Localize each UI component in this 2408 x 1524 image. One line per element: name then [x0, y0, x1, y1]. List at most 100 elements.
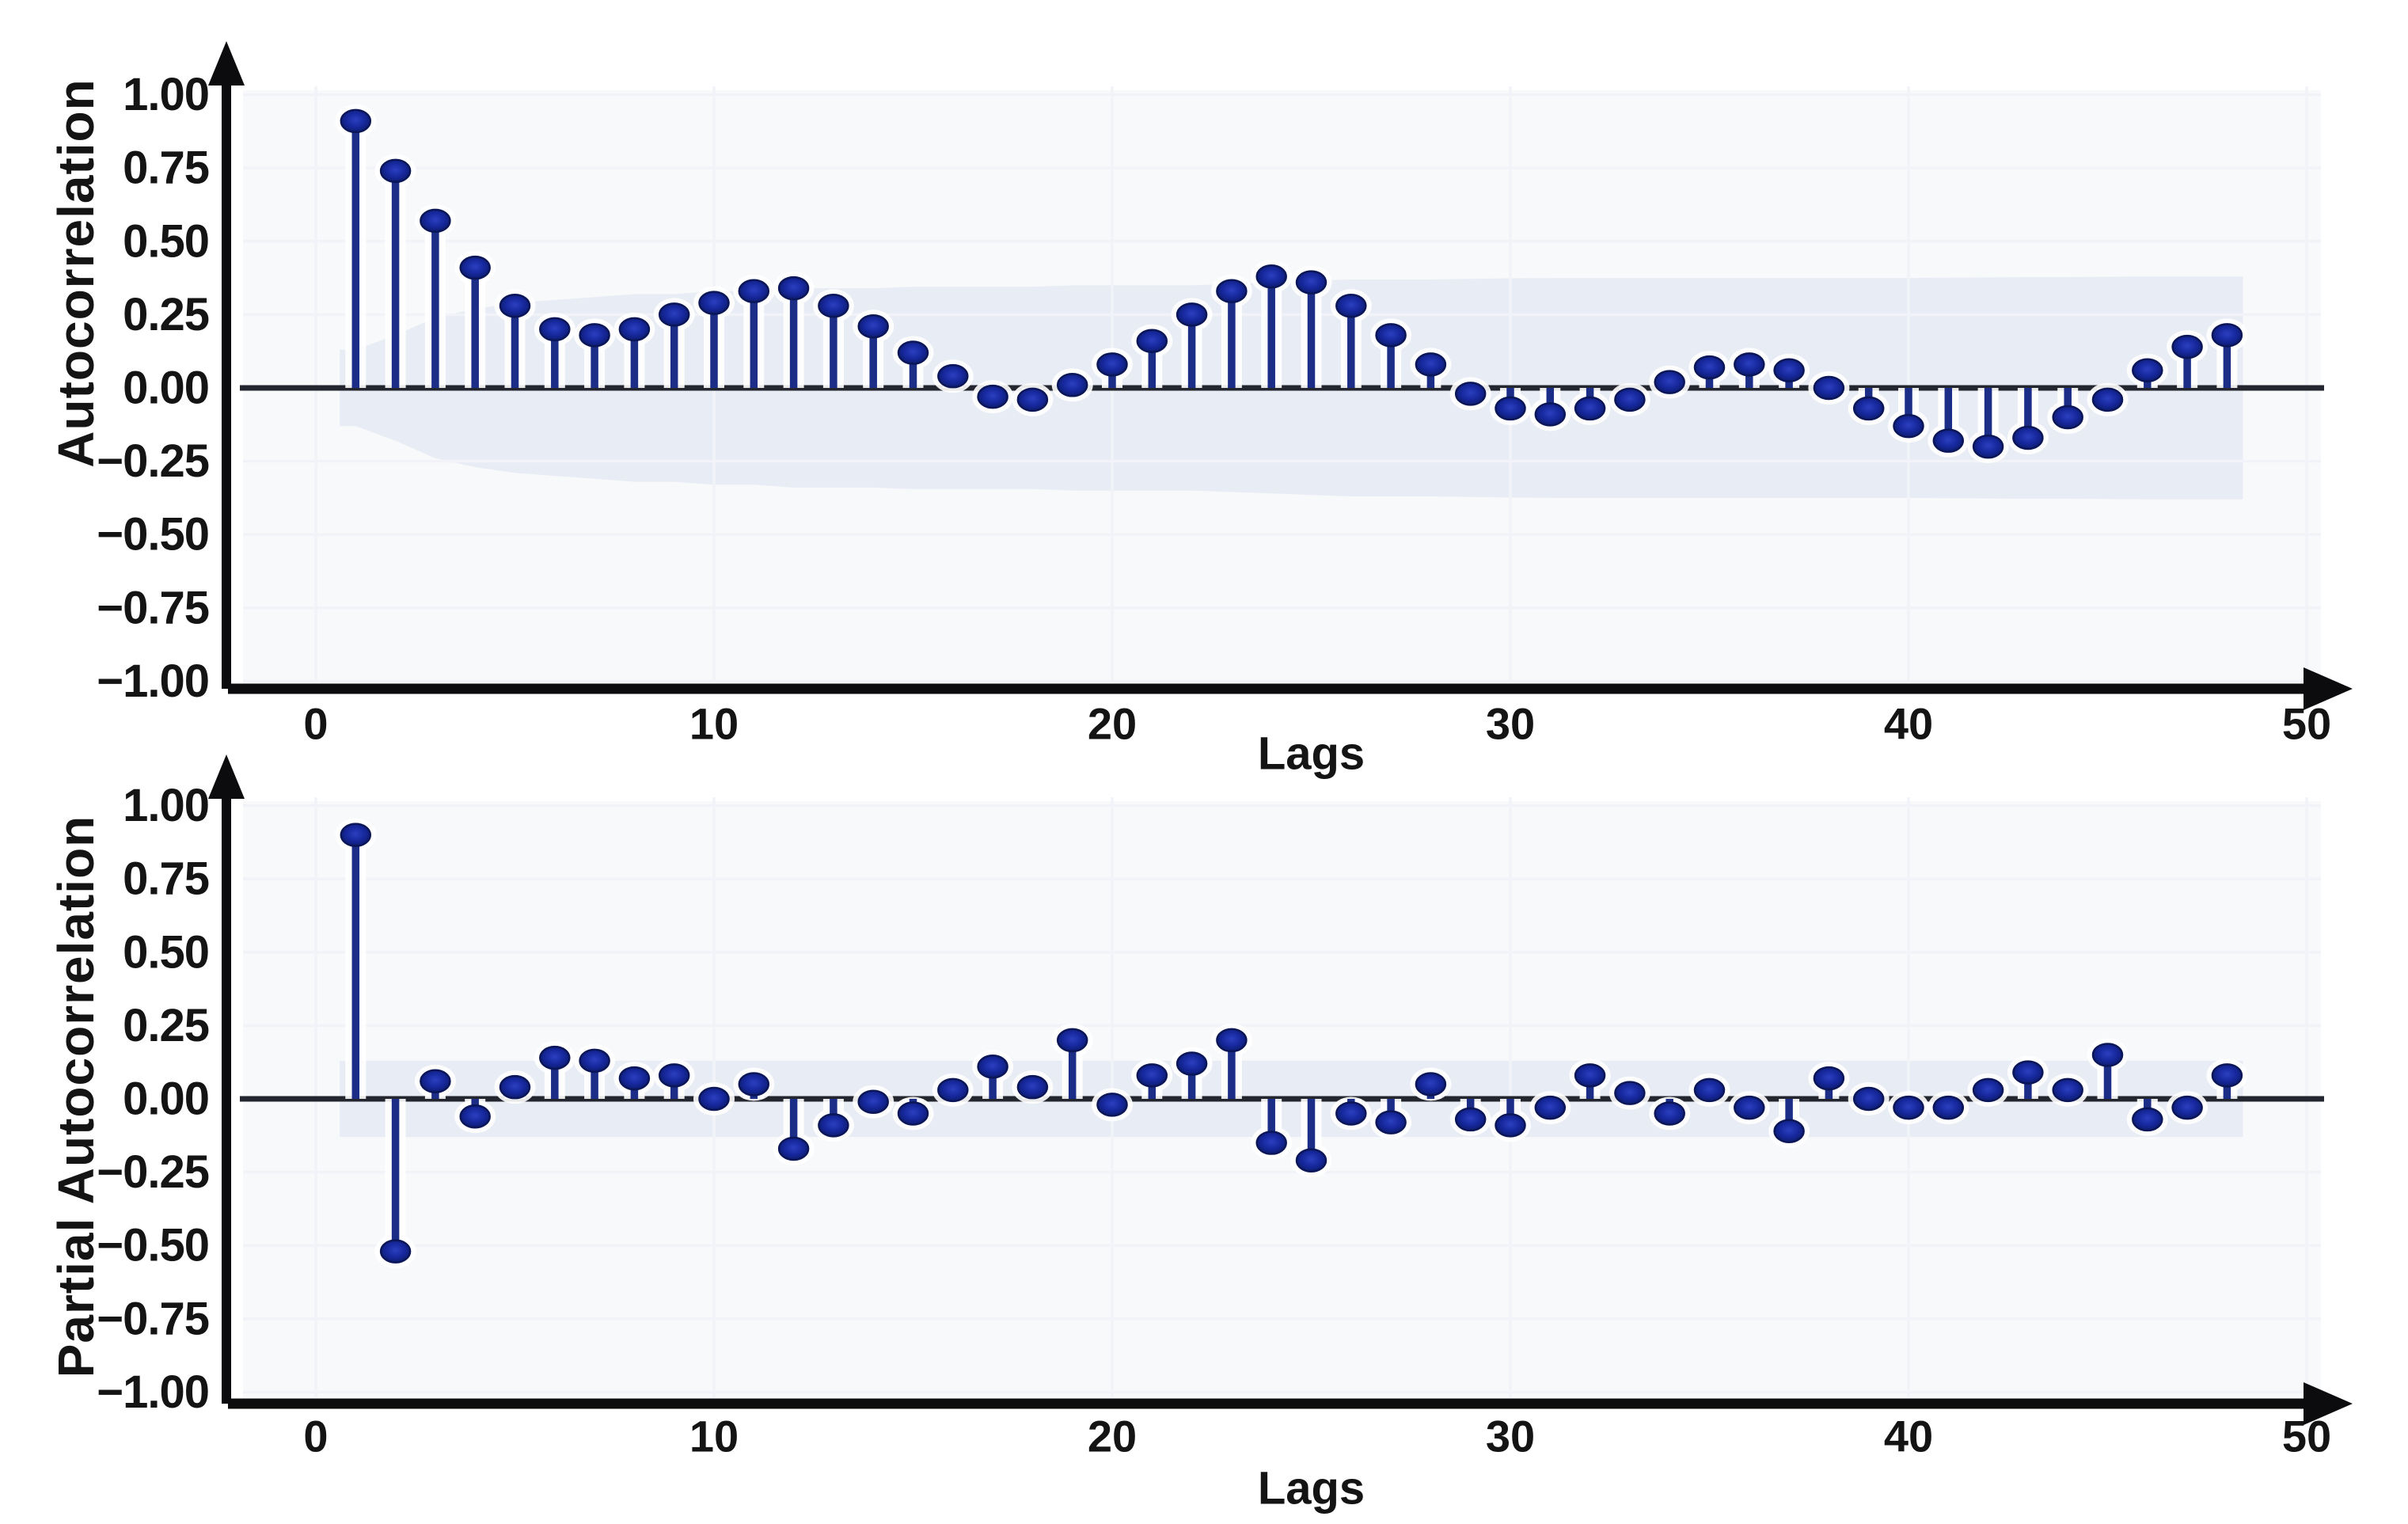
dot-lag-9: [658, 1063, 690, 1088]
dot-lag-48: [2211, 323, 2243, 348]
dot-lag-15: [897, 1101, 929, 1126]
dot-lag-8: [618, 317, 651, 342]
x-axis-title: Lags: [1258, 728, 1365, 780]
y-axis-arrowhead: [208, 41, 245, 86]
x-tick-label: 40: [1884, 699, 1933, 749]
dot-lag-46: [2132, 1107, 2163, 1132]
y-tick-label: −0.25: [97, 1146, 209, 1198]
y-tick-label: 0.50: [123, 215, 209, 267]
y-tick-label: −0.50: [97, 509, 209, 561]
dot-lag-46: [2132, 358, 2163, 383]
dot-lag-29: [1454, 382, 1487, 406]
dot-lag-13: [818, 1113, 849, 1138]
dot-lag-2: [379, 158, 412, 184]
acf-chart: 1.00 0.75 0.50 0.25 0.00 −0.25 −0.50 −0.75 −1.00…: [47, 41, 2353, 780]
dot-lag-18: [1016, 1074, 1049, 1100]
dot-lag-32: [1574, 1063, 1606, 1088]
dot-lag-4: [459, 255, 491, 280]
dot-lag-26: [1335, 1101, 1367, 1126]
dot-lag-33: [1614, 387, 1646, 412]
dot-lag-17: [977, 384, 1008, 409]
dot-lag-43: [2012, 1060, 2044, 1085]
dot-lag-20: [1096, 352, 1128, 377]
dot-lag-27: [1375, 323, 1407, 348]
dot-lag-8: [618, 1066, 651, 1091]
dot-lag-24: [1255, 1131, 1287, 1155]
y-tick-label: 0.00: [123, 363, 209, 414]
dot-lag-7: [579, 1048, 610, 1074]
dot-lag-31: [1534, 402, 1567, 427]
dot-lag-35: [1693, 1077, 1726, 1103]
y-axis-arrowhead: [208, 754, 245, 799]
dot-lag-3: [420, 208, 451, 234]
dot-lag-48: [2211, 1063, 2243, 1088]
dot-lag-27: [1375, 1110, 1407, 1134]
dot-lag-13: [818, 294, 849, 318]
dot-lag-18: [1016, 387, 1049, 412]
dot-lag-21: [1136, 1063, 1168, 1088]
y-tick-label: 0.50: [123, 926, 209, 978]
x-axis-arrowhead: [2304, 667, 2353, 710]
dot-lag-30: [1495, 396, 1526, 421]
y-tick-label: −1.00: [97, 1366, 209, 1418]
y-axis-line: [222, 794, 231, 1404]
y-tick-label: −0.75: [97, 582, 209, 633]
dot-lag-20: [1096, 1093, 1128, 1117]
dot-lag-29: [1454, 1107, 1487, 1132]
dot-lag-10: [698, 291, 730, 315]
dot-lag-2: [379, 1239, 412, 1264]
dot-lag-38: [1813, 375, 1845, 401]
dot-lag-16: [937, 1077, 969, 1103]
dot-lag-11: [738, 1072, 770, 1096]
dot-lag-9: [658, 302, 690, 327]
dot-lag-44: [2052, 405, 2083, 430]
y-tick-label: 0.75: [123, 853, 209, 905]
y-tick-label: 1.00: [123, 780, 209, 831]
dot-lag-1: [340, 108, 372, 134]
y-tick-label: 0.00: [123, 1074, 209, 1125]
y-tick-label: 0.75: [123, 143, 209, 194]
dot-lag-34: [1654, 1101, 1685, 1126]
dot-lag-12: [777, 1136, 810, 1161]
dot-lag-28: [1415, 352, 1447, 377]
dot-lag-7: [579, 323, 610, 348]
dot-lag-10: [698, 1086, 730, 1112]
dot-lag-14: [857, 1089, 889, 1114]
x-tick-label: 40: [1884, 1412, 1933, 1461]
dot-lag-5: [499, 294, 531, 318]
dot-lag-16: [937, 363, 969, 389]
dot-lag-39: [1852, 396, 1885, 421]
dot-lag-19: [1056, 1028, 1088, 1053]
dot-lag-5: [499, 1074, 531, 1100]
dot-lag-31: [1534, 1095, 1567, 1120]
pacf-chart: 1.00 0.75 0.50 0.25 0.00 −0.25 −0.50 −0.75 −1.00…: [47, 754, 2353, 1514]
dot-lag-32: [1574, 396, 1606, 421]
dot-lag-19: [1056, 373, 1088, 397]
x-tick-label: 20: [1088, 1412, 1137, 1461]
dot-lag-23: [1216, 1028, 1248, 1053]
x-tick-label: 0: [303, 699, 328, 749]
x-tick-label: 50: [2282, 699, 2331, 749]
dot-lag-4: [459, 1104, 491, 1129]
dot-lag-36: [1734, 1095, 1765, 1120]
dot-lag-17: [977, 1055, 1008, 1079]
dot-lag-11: [738, 279, 770, 304]
x-axis-arrowhead: [2304, 1382, 2353, 1425]
dot-lag-37: [1773, 1119, 1805, 1143]
dot-lag-44: [2052, 1077, 2083, 1103]
x-tick-label: 50: [2282, 1412, 2331, 1461]
dot-lag-24: [1255, 264, 1287, 289]
y-tick-label: −0.50: [97, 1220, 209, 1271]
dot-lag-33: [1614, 1081, 1646, 1105]
dot-lag-42: [1972, 434, 2004, 459]
dot-lag-12: [777, 276, 810, 301]
x-tick-label: 10: [689, 699, 739, 749]
dot-lag-42: [1972, 1077, 2004, 1103]
dot-lag-21: [1136, 329, 1168, 353]
dot-lag-1: [340, 823, 372, 847]
dot-lag-45: [2091, 1043, 2124, 1067]
dot-lag-15: [897, 340, 929, 365]
dot-lag-39: [1852, 1086, 1885, 1112]
